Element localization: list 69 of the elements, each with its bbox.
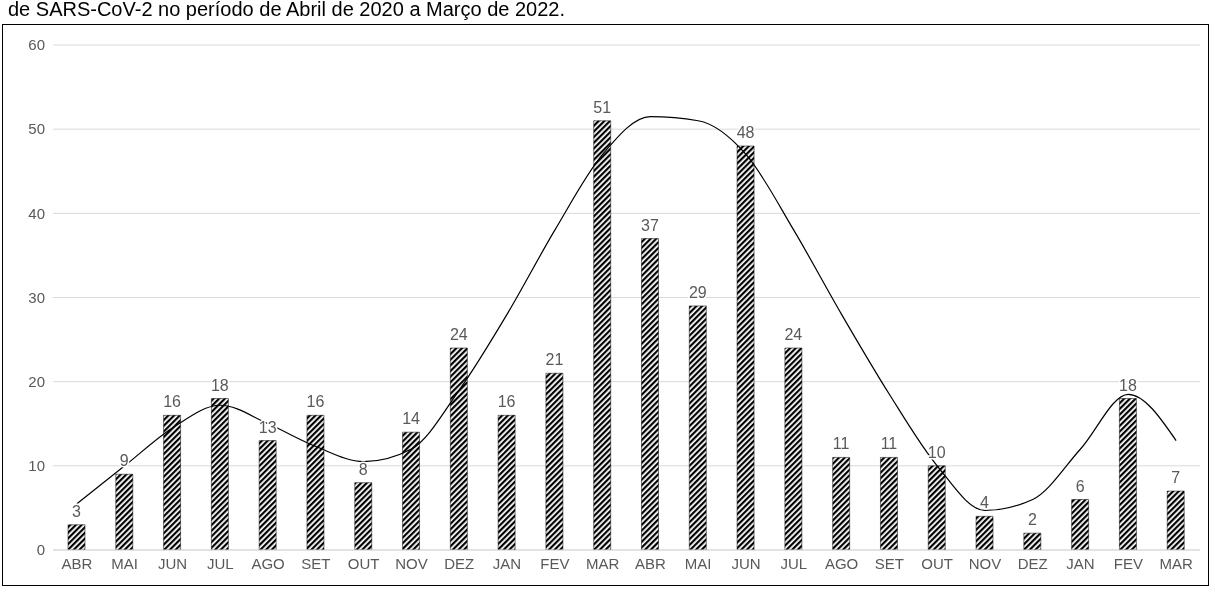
data-label: 24 <box>784 326 803 343</box>
x-tick-label: FEV <box>1113 554 1143 572</box>
bar <box>784 347 803 550</box>
data-label: 4 <box>980 494 990 512</box>
data-label: 3 <box>72 502 82 520</box>
bar <box>1023 532 1042 550</box>
data-label: 16 <box>497 393 516 411</box>
y-tick-label: 20 <box>28 372 45 390</box>
bar <box>975 516 994 550</box>
x-tick-label: SET <box>301 554 331 572</box>
y-tick-label: 0 <box>36 541 45 559</box>
x-tick-label: NOV <box>395 554 428 572</box>
data-label: 48 <box>736 124 755 141</box>
bar <box>689 305 707 550</box>
x-tick-label: JUN <box>731 554 761 572</box>
y-tick-label: 50 <box>28 120 45 138</box>
y-tick-label: 40 <box>28 204 45 222</box>
data-label: 8 <box>358 460 368 478</box>
data-label: 7 <box>1171 469 1181 487</box>
data-label: 11 <box>832 435 850 453</box>
bar <box>258 440 277 550</box>
data-label: 37 <box>641 216 659 234</box>
x-tick-label: AGO <box>824 554 859 572</box>
bar <box>641 238 659 550</box>
x-tick-label: SET <box>874 554 904 572</box>
y-tick-label: 60 <box>28 36 45 54</box>
data-label: 18 <box>1119 376 1137 394</box>
data-label: 11 <box>880 435 898 453</box>
data-label: 10 <box>927 443 946 461</box>
x-tick-label: OUT <box>921 554 953 572</box>
x-tick-label: OUT <box>347 554 380 572</box>
x-tick-label: JAN <box>492 554 522 572</box>
x-tick-label: JUL <box>206 554 234 572</box>
data-label: 18 <box>210 376 229 394</box>
x-tick-label: JUN <box>157 554 188 572</box>
x-tick-label: ABR <box>634 554 666 572</box>
data-label: 14 <box>402 410 421 428</box>
data-label: 16 <box>163 393 182 411</box>
x-tick-label: JAN <box>1066 554 1095 572</box>
data-label: 21 <box>545 351 564 369</box>
chart-title: de SARS-CoV-2 no período de Abril de 2020 a Março de 2022. <box>8 0 567 22</box>
data-label: 6 <box>1075 477 1085 495</box>
data-label: 51 <box>593 98 612 116</box>
y-tick-label: 10 <box>28 457 45 475</box>
x-tick-label: ABR <box>61 554 93 572</box>
bar <box>1166 490 1185 550</box>
bar <box>880 457 898 550</box>
x-tick-label: MAI <box>684 554 712 572</box>
x-tick-label: FEV <box>540 554 570 572</box>
y-tick-label: 30 <box>28 288 45 306</box>
x-tick-label: NOV <box>968 554 1002 572</box>
data-label: 16 <box>306 393 325 411</box>
data-label: 24 <box>449 326 468 343</box>
bar <box>1071 499 1089 550</box>
x-tick-label: MAR <box>585 554 620 572</box>
bar <box>545 373 564 550</box>
bar <box>67 524 86 550</box>
bar <box>497 415 516 550</box>
x-tick-label: DEZ <box>1017 554 1048 572</box>
x-tick-label: DEZ <box>444 554 475 572</box>
data-label: 9 <box>119 452 129 470</box>
x-tick-label: AGO <box>251 554 285 572</box>
data-label: 29 <box>688 283 707 301</box>
data-label: 2 <box>1027 511 1037 529</box>
bar <box>832 457 850 550</box>
x-tick-label: MAI <box>111 554 139 572</box>
x-tick-label: JUL <box>780 554 808 572</box>
bar <box>354 482 372 550</box>
x-tick-label: MAR <box>1159 554 1193 572</box>
